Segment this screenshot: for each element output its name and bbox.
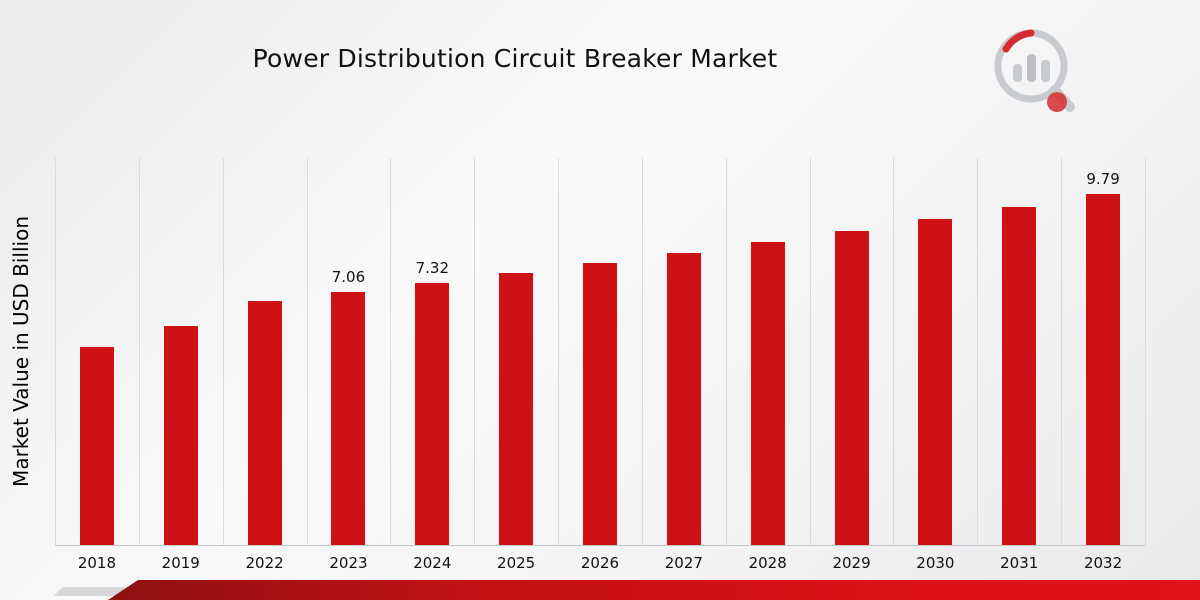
x-tick-2030: 2030 xyxy=(916,554,955,572)
bar-column-2029: 2029 xyxy=(810,158,894,572)
x-tick-2025: 2025 xyxy=(497,554,536,572)
gridline xyxy=(1061,158,1063,545)
x-tick-2018: 2018 xyxy=(77,554,117,572)
x-tick-2031: 2031 xyxy=(1000,554,1039,572)
gridline xyxy=(893,158,895,545)
gridline xyxy=(474,158,476,545)
x-tick-2026: 2026 xyxy=(580,554,620,572)
bar-2029 xyxy=(834,230,869,545)
bar-column-2025: 2025 xyxy=(474,158,558,572)
bar-2032 xyxy=(1086,194,1121,545)
gridline xyxy=(306,158,308,545)
gridline xyxy=(977,158,979,545)
x-tick-2022: 2022 xyxy=(245,554,284,572)
footer-ribbon-red xyxy=(108,580,1200,600)
bar-2025 xyxy=(499,273,534,545)
gridline xyxy=(1145,158,1146,545)
gridline xyxy=(222,158,224,545)
gridline xyxy=(55,158,56,545)
data-label-2032: 9.79 xyxy=(1086,170,1120,189)
y-axis-label: Market Value in USD Billion xyxy=(9,216,33,487)
bar-2028 xyxy=(750,241,785,545)
x-tick-2029: 2029 xyxy=(832,554,871,572)
data-label-2023: 7.06 xyxy=(331,268,366,287)
bar-column-2030: 2030 xyxy=(893,158,977,572)
bar-column-2022: 2022 xyxy=(223,158,307,572)
bar-column-2018: 2018 xyxy=(55,158,139,572)
plot-area: 2018 2019 2022 7.06 2023 7.32 2024 2025 2026 2027… xyxy=(55,158,1146,572)
bar-2019 xyxy=(163,325,198,545)
gridline xyxy=(390,158,392,545)
magnifier-bar-chart-logo-icon xyxy=(994,29,1075,112)
bar-2018 xyxy=(79,346,114,545)
gridline xyxy=(809,158,811,545)
bar-column-2032: 9.79 2032 xyxy=(1061,158,1145,572)
bar-2026 xyxy=(582,263,617,545)
x-tick-2032: 2032 xyxy=(1083,554,1123,572)
gridline xyxy=(558,158,560,545)
bar-column-2019: 2019 xyxy=(139,158,223,572)
x-tick-2028: 2028 xyxy=(748,554,787,572)
bar-column-2027: 2027 xyxy=(642,158,726,572)
bar-2027 xyxy=(666,252,701,545)
bar-2030 xyxy=(918,218,953,545)
gridline xyxy=(725,158,727,545)
x-tick-2019: 2019 xyxy=(161,554,200,572)
gridline xyxy=(138,158,140,545)
bar-column-2024: 7.32 2024 xyxy=(390,158,474,572)
bar-2031 xyxy=(1002,206,1037,545)
bar-2024 xyxy=(415,282,450,545)
bar-2023 xyxy=(331,292,366,545)
bar-column-2031: 2031 xyxy=(977,158,1061,572)
bar-column-2026: 2026 xyxy=(558,158,642,572)
data-label-2024: 7.32 xyxy=(415,258,449,277)
bar-2022 xyxy=(247,300,282,545)
x-tick-2024: 2024 xyxy=(413,554,452,572)
y-axis-label-wrap: Market Value in USD Billion xyxy=(4,158,38,545)
x-tick-2027: 2027 xyxy=(664,554,703,572)
gridline xyxy=(641,158,643,545)
x-tick-2023: 2023 xyxy=(329,554,368,572)
bar-column-2023: 7.06 2023 xyxy=(307,158,391,572)
chart-title: Power Distribution Circuit Breaker Marke… xyxy=(252,44,778,73)
bar-column-2028: 2028 xyxy=(726,158,810,572)
